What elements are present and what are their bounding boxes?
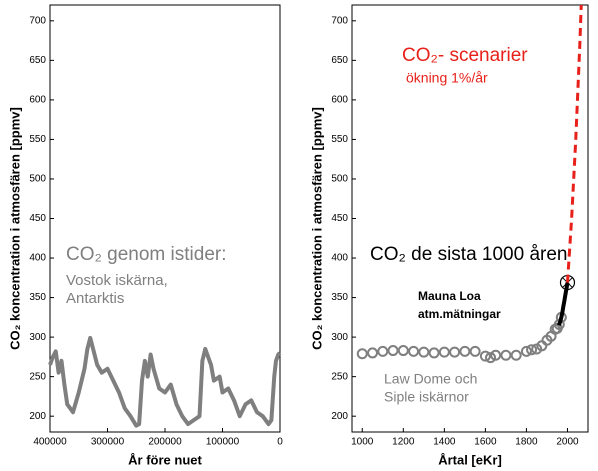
y-tick-label: 600 [331, 95, 348, 106]
x-tick-label: 1400 [433, 437, 456, 448]
data-line [556, 282, 570, 326]
data-point [418, 346, 430, 358]
y-tick-label: 550 [29, 134, 46, 145]
y-tick-label: 650 [29, 55, 46, 66]
data-point [356, 348, 368, 360]
y-tick-label: 450 [331, 213, 348, 224]
x-tick-label: 200000 [148, 437, 182, 448]
y-axis-label: CO₂ koncentration i atmosfären [ppmv] [7, 107, 22, 350]
data-point [449, 346, 461, 358]
data-point [500, 349, 512, 361]
annotation: Mauna Loa [418, 289, 481, 303]
x-tick-label: 1200 [392, 437, 415, 448]
annotation: atm.mätningar [418, 307, 501, 321]
data-point [479, 350, 491, 362]
y-tick-label: 400 [29, 253, 46, 264]
data-point [520, 345, 532, 357]
data-point [469, 345, 481, 357]
y-tick-label: 450 [29, 213, 46, 224]
y-tick-label: 350 [29, 292, 46, 303]
x-axis-label: År före nuet [128, 452, 202, 467]
annotation: ökning 1%/år [406, 70, 488, 86]
y-tick-label: 500 [331, 174, 348, 185]
x-tick-label: 400000 [33, 437, 67, 448]
y-tick-label: 650 [331, 55, 348, 66]
y-tick-label: 250 [29, 371, 46, 382]
annotation: CO₂ de sista 1000 åren [370, 244, 568, 265]
annotation: Vostok iskärna, [66, 272, 168, 289]
y-tick-label: 700 [331, 15, 348, 26]
x-tick-label: 100000 [206, 437, 240, 448]
data-line [48, 335, 282, 428]
data-point [485, 352, 497, 364]
x-tick-label: 2000 [556, 437, 579, 448]
scenario-line [565, 4, 583, 283]
y-tick-label: 300 [29, 332, 46, 343]
end-marker-cross [562, 277, 573, 288]
data-point [510, 349, 522, 361]
annotation: Law Dome och [384, 371, 477, 387]
data-point [428, 347, 440, 359]
x-tick-label: 1000 [351, 437, 374, 448]
y-tick-label: 400 [331, 253, 348, 264]
annotation: Siple iskärnor [384, 389, 469, 405]
x-axis-label: Årtal [eKr] [438, 452, 502, 467]
annotation: CO₂- scenarier [402, 45, 528, 66]
data-point [490, 349, 502, 361]
data-point [367, 347, 379, 359]
x-tick-label: 300000 [91, 437, 125, 448]
y-tick-label: 550 [331, 134, 348, 145]
data-point [526, 344, 538, 356]
x-tick-label: 0 [277, 437, 283, 448]
y-tick-label: 200 [29, 411, 46, 422]
data-point [459, 345, 471, 357]
y-tick-label: 300 [331, 332, 348, 343]
data-point [408, 345, 420, 357]
annotation: CO₂ genom istider: [66, 244, 227, 265]
y-tick-label: 350 [331, 292, 348, 303]
y-tick-label: 600 [29, 95, 46, 106]
x-tick-label: 1800 [515, 437, 538, 448]
y-tick-label: 700 [29, 15, 46, 26]
y-tick-label: 200 [331, 411, 348, 422]
x-tick-label: 1600 [474, 437, 497, 448]
data-point [397, 345, 409, 357]
annotation: Antarktis [66, 290, 124, 307]
y-axis-label: CO₂ koncentration i atmosfären [ppmv] [309, 107, 324, 350]
data-point [438, 346, 450, 358]
y-tick-label: 250 [331, 371, 348, 382]
data-point [377, 345, 389, 357]
y-tick-label: 500 [29, 174, 46, 185]
data-point [387, 345, 399, 357]
